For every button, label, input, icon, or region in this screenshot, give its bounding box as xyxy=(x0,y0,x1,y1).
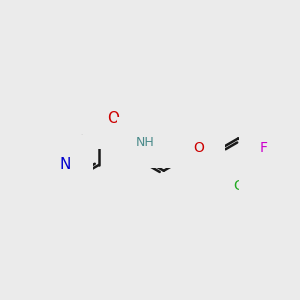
Text: N: N xyxy=(194,148,204,162)
Text: O: O xyxy=(194,141,204,155)
Text: NH: NH xyxy=(136,136,154,149)
Text: F: F xyxy=(260,160,268,174)
Text: O: O xyxy=(107,111,119,126)
Text: N: N xyxy=(59,158,70,172)
Text: Cl: Cl xyxy=(233,179,247,193)
Text: F: F xyxy=(260,141,268,155)
